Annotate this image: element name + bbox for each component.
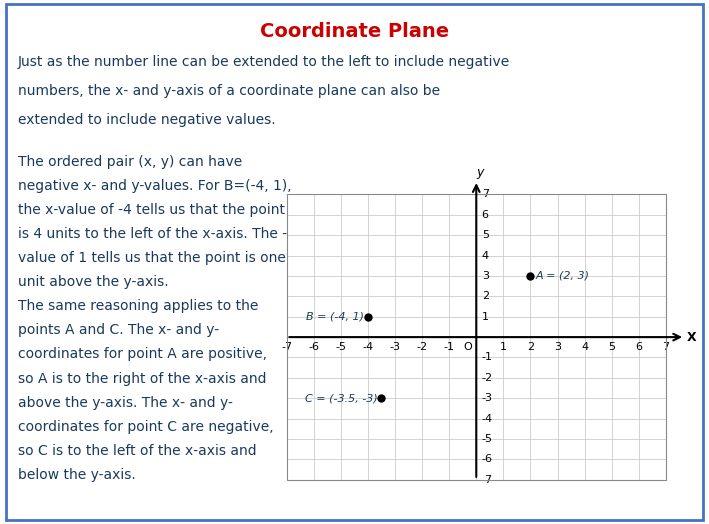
- Text: -6: -6: [308, 342, 319, 352]
- Text: A = (2, 3): A = (2, 3): [536, 271, 590, 281]
- Text: 5: 5: [608, 342, 615, 352]
- Text: 7: 7: [662, 342, 669, 352]
- Text: is 4 units to the left of the x-axis. The -: is 4 units to the left of the x-axis. Th…: [18, 227, 287, 241]
- Text: B = (-4, 1): B = (-4, 1): [306, 312, 364, 322]
- Text: -3: -3: [389, 342, 401, 352]
- Text: below the y-axis.: below the y-axis.: [18, 468, 135, 482]
- Text: C = (-3.5, -3): C = (-3.5, -3): [305, 393, 377, 403]
- Text: -7: -7: [281, 342, 292, 352]
- Text: -5: -5: [481, 434, 493, 444]
- Text: 6: 6: [635, 342, 642, 352]
- Text: numbers, the x- and y-axis of a coordinate plane can also be: numbers, the x- and y-axis of a coordina…: [18, 84, 440, 98]
- Text: -4: -4: [481, 413, 493, 423]
- Text: so A is to the right of the x-axis and: so A is to the right of the x-axis and: [18, 372, 266, 386]
- Text: X: X: [686, 331, 696, 344]
- Text: 4: 4: [581, 342, 588, 352]
- Text: -5: -5: [335, 342, 346, 352]
- Text: -6: -6: [481, 454, 493, 464]
- Text: negative x- and y-values. For B=(-4, 1),: negative x- and y-values. For B=(-4, 1),: [18, 179, 291, 193]
- Text: -7: -7: [481, 475, 493, 485]
- Text: 3: 3: [481, 271, 489, 281]
- Text: 1: 1: [500, 342, 507, 352]
- Text: 4: 4: [481, 250, 489, 260]
- Text: value of 1 tells us that the point is one: value of 1 tells us that the point is on…: [18, 251, 286, 265]
- Text: -2: -2: [416, 342, 428, 352]
- Text: coordinates for point A are positive,: coordinates for point A are positive,: [18, 347, 267, 362]
- Text: -4: -4: [362, 342, 374, 352]
- Text: The same reasoning applies to the: The same reasoning applies to the: [18, 299, 258, 313]
- Text: 3: 3: [554, 342, 561, 352]
- Text: O: O: [464, 342, 472, 352]
- Text: Just as the number line can be extended to the left to include negative: Just as the number line can be extended …: [18, 55, 510, 69]
- Text: The ordered pair (x, y) can have: The ordered pair (x, y) can have: [18, 155, 242, 169]
- Text: -1: -1: [444, 342, 454, 352]
- Text: 1: 1: [481, 312, 489, 322]
- Text: -3: -3: [481, 393, 493, 403]
- Text: so C is to the left of the x-axis and: so C is to the left of the x-axis and: [18, 444, 257, 458]
- Text: 2: 2: [481, 291, 489, 301]
- Text: 2: 2: [527, 342, 534, 352]
- Text: the x-value of -4 tells us that the point: the x-value of -4 tells us that the poin…: [18, 203, 285, 217]
- Text: above the y-axis. The x- and y-: above the y-axis. The x- and y-: [18, 396, 233, 410]
- Text: Coordinate Plane: Coordinate Plane: [260, 22, 449, 41]
- Text: 7: 7: [481, 190, 489, 200]
- Text: -2: -2: [481, 373, 493, 383]
- Text: -1: -1: [481, 353, 493, 363]
- Text: y: y: [476, 166, 484, 179]
- Text: 6: 6: [481, 210, 489, 220]
- Text: coordinates for point C are negative,: coordinates for point C are negative,: [18, 420, 274, 434]
- Text: extended to include negative values.: extended to include negative values.: [18, 113, 275, 127]
- Text: 5: 5: [481, 230, 489, 240]
- Text: points A and C. The x- and y-: points A and C. The x- and y-: [18, 323, 219, 337]
- Text: unit above the y-axis.: unit above the y-axis.: [18, 275, 168, 289]
